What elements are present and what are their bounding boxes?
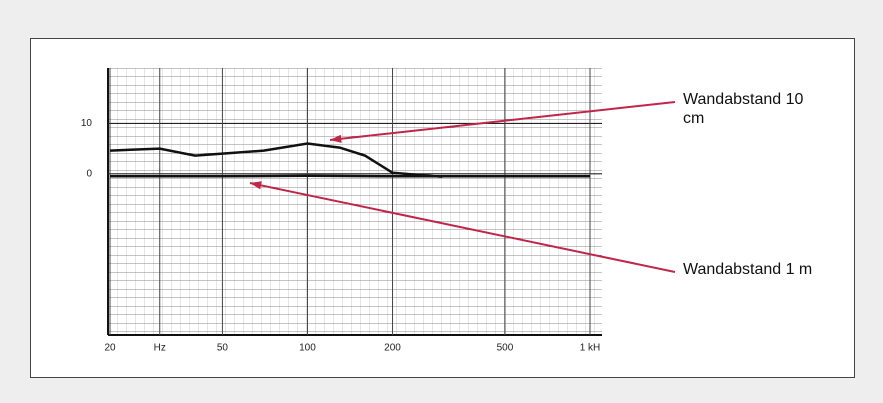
series-label: Wandabstand 1 m: [683, 261, 813, 278]
x-tick-label: Hz: [154, 343, 166, 354]
x-tick-label: 500: [497, 343, 514, 354]
annotation-arrow: [329, 101, 676, 141]
grid-pattern: [108, 68, 602, 335]
x-tick-label: 50: [217, 343, 229, 354]
arrow-head: [250, 181, 262, 190]
annotation-arrow: [249, 182, 676, 273]
y-tick-label: 10: [81, 118, 93, 129]
x-tick-label: 20: [104, 343, 116, 354]
y-tick-label: 0: [86, 168, 92, 179]
series-line: [110, 174, 590, 178]
series-line: [109, 142, 443, 179]
series-label: Wandabstand 10 cm: [683, 91, 804, 127]
x-tick-label: 1 kH: [580, 343, 601, 354]
arrow-head: [330, 134, 342, 143]
x-tick-label: 200: [384, 343, 401, 354]
x-tick-label: 100: [299, 343, 316, 354]
